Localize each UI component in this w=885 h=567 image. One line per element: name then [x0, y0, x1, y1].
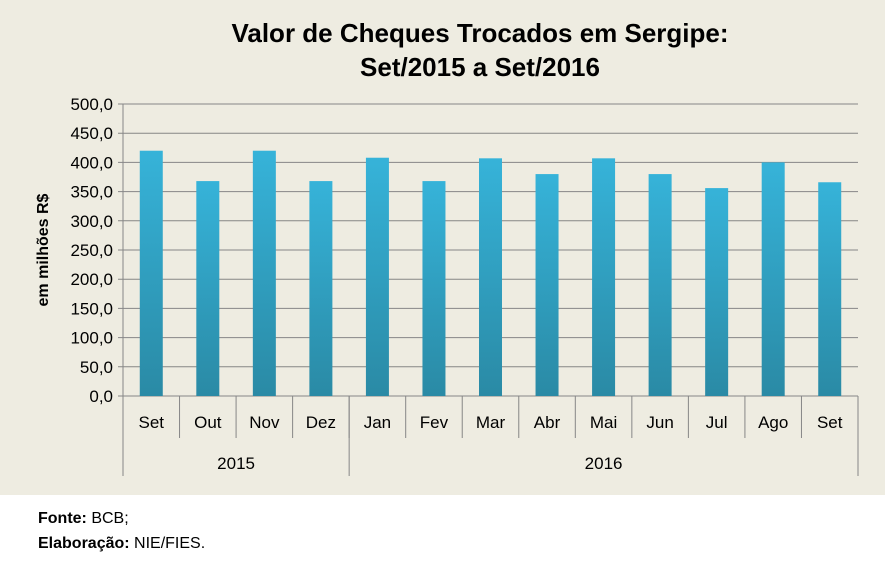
- x-group-label: 2016: [585, 454, 623, 473]
- x-tick-label: Nov: [249, 413, 280, 432]
- y-tick-label: 250,0: [70, 241, 113, 260]
- y-tick-label: 100,0: [70, 329, 113, 348]
- y-axis-label: em milhões R$: [35, 193, 52, 306]
- source-line: Fonte: BCB;: [38, 510, 129, 527]
- bar-abr: [535, 174, 559, 396]
- y-tick-label: 350,0: [70, 183, 113, 202]
- chart-area: Valor de Cheques Trocados em Sergipe: Se…: [0, 0, 885, 495]
- bar-set: [139, 150, 163, 396]
- bar-mai: [592, 158, 616, 396]
- x-tick-label: Mar: [476, 413, 506, 432]
- x-tick-label: Mai: [590, 413, 617, 432]
- x-tick-label: Jan: [364, 413, 391, 432]
- y-tick-label: 50,0: [80, 358, 113, 377]
- bar-mar: [479, 158, 502, 396]
- y-tick-label: 0,0: [89, 387, 113, 406]
- x-tick-label: Ago: [758, 413, 788, 432]
- x-tick-label: Out: [194, 413, 222, 432]
- x-group-label: 2015: [217, 454, 255, 473]
- y-tick-label: 400,0: [70, 153, 113, 172]
- bar-set: [818, 182, 842, 396]
- bar-jun: [648, 174, 672, 396]
- y-tick-label: 200,0: [70, 270, 113, 289]
- x-tick-label: Abr: [534, 413, 561, 432]
- x-tick-label: Set: [817, 413, 843, 432]
- bar-nov: [252, 150, 276, 396]
- x-tick-label: Jun: [646, 413, 673, 432]
- bar-chart: em milhões R$ 0,0 50,0 100,0 150,0 200,0 250,…: [35, 95, 859, 476]
- bar-jan: [365, 157, 389, 396]
- x-tick-label: Set: [139, 413, 165, 432]
- x-tick-label: Fev: [420, 413, 449, 432]
- footer: Fonte: BCB; Elaboração: NIE/FIES.: [38, 506, 205, 556]
- bar-jul: [705, 188, 729, 396]
- elaboration-line: Elaboração: NIE/FIES.: [38, 535, 206, 552]
- chart-title-line1: Valor de Cheques Trocados em Sergipe:: [231, 18, 729, 48]
- y-tick-label: 300,0: [70, 212, 113, 231]
- x-tick-label: Jul: [706, 413, 728, 432]
- bar-out: [196, 181, 220, 396]
- y-tick-label: 450,0: [70, 124, 113, 143]
- chart-title-line2: Set/2015 a Set/2016: [360, 52, 600, 82]
- chart-title: Valor de Cheques Trocados em Sergipe: Se…: [120, 16, 840, 84]
- y-tick-label: 150,0: [70, 299, 113, 318]
- bar-dez: [309, 181, 333, 396]
- bar-ago: [761, 162, 785, 396]
- x-tick-label: Dez: [306, 413, 336, 432]
- y-tick-label: 500,0: [70, 95, 113, 114]
- bar-fev: [422, 181, 446, 396]
